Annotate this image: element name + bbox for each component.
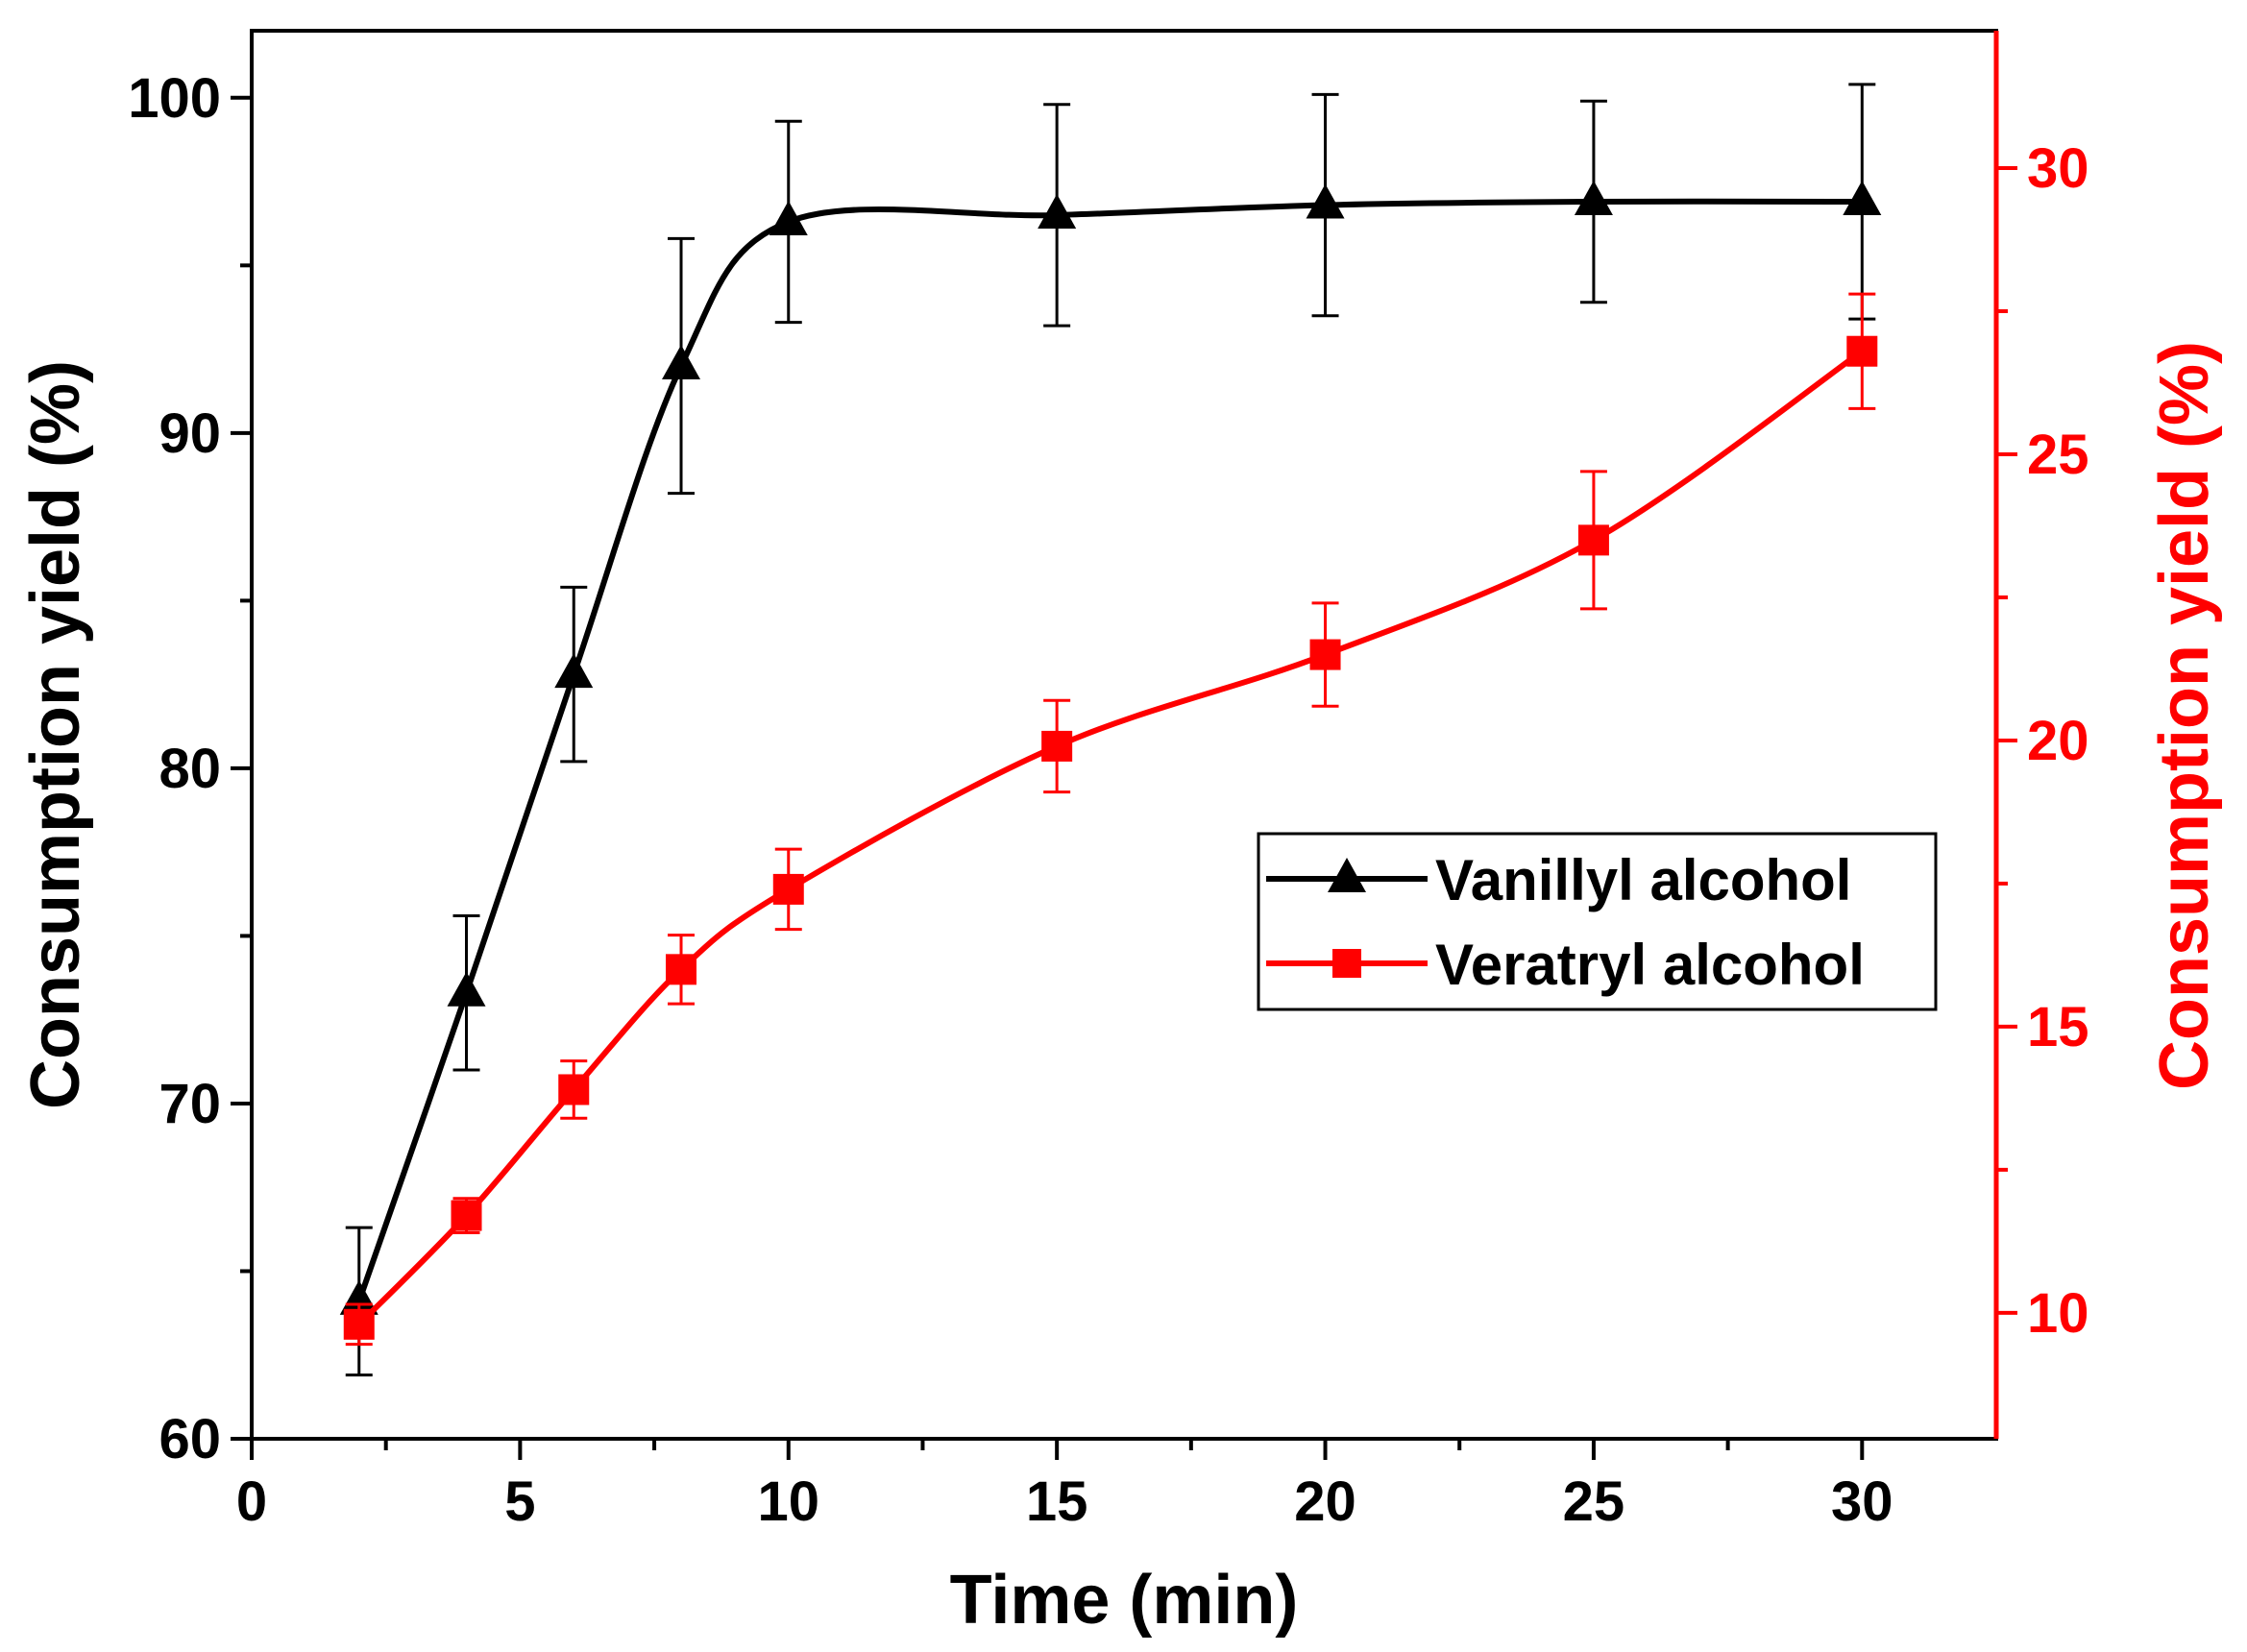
data-point — [772, 873, 804, 905]
x-axis-title: Time (min) — [950, 1562, 1299, 1639]
legend-label-vanillyl: Vanillyl alcohol — [1435, 848, 1851, 912]
x-tick-label: 0 — [236, 1470, 267, 1533]
y-right-tick-label: 15 — [2027, 996, 2089, 1058]
y-left-tick-label: 80 — [159, 738, 221, 800]
data-point — [1574, 181, 1613, 216]
series-line — [356, 349, 1865, 1326]
series-vanillyl — [339, 83, 1882, 1377]
y-left-tick-label: 70 — [159, 1073, 221, 1135]
x-tick-label: 15 — [1026, 1470, 1088, 1533]
data-point — [1846, 335, 1878, 367]
series-veratryl — [343, 292, 1878, 1347]
data-point — [1306, 183, 1345, 219]
y-axis-title-right: Consumption yield (%) — [2146, 341, 2223, 1090]
legend-box — [1257, 832, 1938, 1011]
data-point — [1843, 181, 1882, 216]
plot-frame — [250, 29, 1998, 1441]
data-point — [558, 1074, 590, 1105]
data-point — [447, 971, 486, 1007]
legend-marker-triangle-icon — [1328, 858, 1366, 892]
x-tick-label: 10 — [758, 1470, 820, 1533]
y-left-tick-label: 90 — [159, 402, 221, 465]
y-axis-title-left: Consumption yield (%) — [17, 360, 94, 1109]
x-tick-label: 25 — [1563, 1470, 1625, 1533]
legend-marker-square-icon — [1332, 949, 1361, 978]
data-point — [1038, 193, 1077, 229]
series-line — [355, 198, 1863, 1302]
y-right-tick-label: 10 — [2027, 1282, 2089, 1345]
x-tick-label: 20 — [1294, 1470, 1356, 1533]
legend-label-veratryl: Veratryl alcohol — [1435, 933, 1865, 997]
data-point — [1577, 524, 1609, 556]
data-point — [339, 1279, 379, 1315]
data-point — [666, 954, 697, 985]
data-point — [1309, 639, 1341, 670]
data-point — [343, 1308, 375, 1340]
data-point — [451, 1200, 482, 1231]
y-left-tick-label: 60 — [159, 1408, 221, 1470]
y-right-tick-label: 25 — [2027, 424, 2089, 486]
x-tick-label: 5 — [504, 1470, 535, 1533]
y-left-tick-label: 100 — [128, 67, 221, 130]
data-point — [769, 200, 808, 235]
data-point — [554, 653, 594, 689]
x-tick-label: 30 — [1831, 1470, 1893, 1533]
data-point — [662, 345, 701, 380]
legend: Vanillyl alcohol Veratryl alcohol — [1257, 832, 1938, 1011]
data-point — [1041, 730, 1073, 762]
y-right-tick-label: 30 — [2027, 137, 2089, 200]
y-right-tick-label: 20 — [2027, 710, 2089, 772]
